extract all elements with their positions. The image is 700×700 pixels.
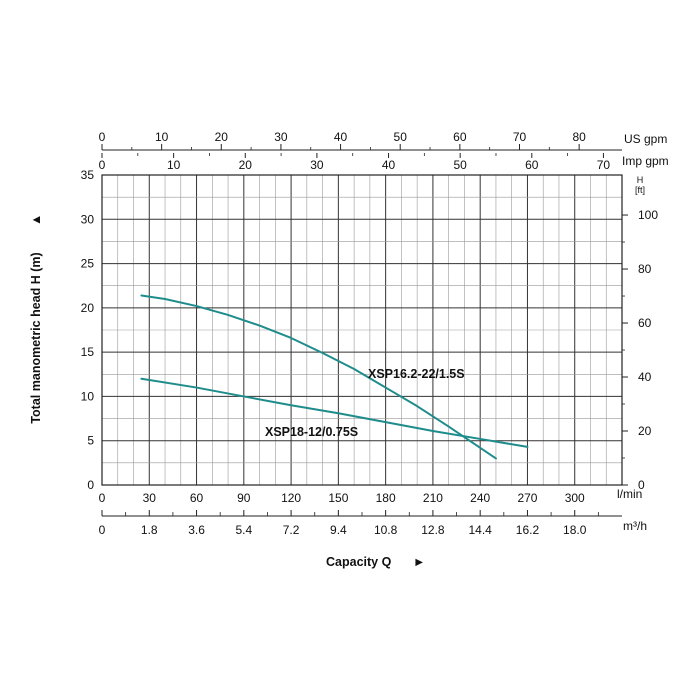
- x-axis-arrow: ►: [413, 555, 425, 569]
- y-axis-arrow: ▲: [29, 214, 43, 226]
- x-tick-label-lmin: 270: [517, 491, 537, 505]
- y-right-tick-label: 80: [638, 262, 652, 276]
- x-tick-label-m3h: 9.4: [330, 523, 347, 537]
- y-tick-label: 0: [87, 478, 94, 492]
- series-line-1: [140, 377, 529, 448]
- x-tick-label-m3h: 18.0: [563, 523, 587, 537]
- x-tick-label-impgpm: 60: [525, 158, 539, 172]
- chart-series: [140, 294, 529, 460]
- y-right-tick-label: 40: [638, 370, 652, 384]
- y-tick-label: 25: [81, 257, 95, 271]
- y-tick-label: 20: [81, 301, 95, 315]
- x-tick-label-lmin: 120: [281, 491, 301, 505]
- y-tick-label: 15: [81, 345, 95, 359]
- x-axis-title: Capacity Q: [326, 555, 392, 569]
- x-tick-label-m3h: 16.2: [516, 523, 540, 537]
- x-tick-label-usgpm: 10: [155, 130, 169, 144]
- x-tick-label-lmin: 300: [565, 491, 585, 505]
- x-tick-label-lmin: 240: [470, 491, 490, 505]
- y-right-unit-ft: [ft]: [635, 185, 645, 195]
- y-right-tick-label: 60: [638, 316, 652, 330]
- x-tick-label-usgpm: 70: [513, 130, 527, 144]
- x-tick-label-usgpm: 60: [453, 130, 467, 144]
- x-tick-label-lmin: 30: [143, 491, 157, 505]
- x-tick-label-impgpm: 10: [167, 158, 181, 172]
- plot-frame: [101, 174, 623, 486]
- x-tick-label-m3h: 14.4: [469, 523, 493, 537]
- x-tick-label-impgpm: 40: [382, 158, 396, 172]
- y-right-tick-label: 100: [638, 208, 658, 222]
- x-unit-usgpm: US gpm: [624, 132, 667, 146]
- x-tick-label-lmin: 90: [237, 491, 251, 505]
- x-tick-label-m3h: 1.8: [141, 523, 158, 537]
- x-tick-label-impgpm: 70: [597, 158, 611, 172]
- series-line-0: [140, 294, 497, 460]
- x-unit-lmin: l/min: [617, 487, 642, 501]
- x-tick-label-impgpm: 0: [99, 158, 106, 172]
- x-tick-label-m3h: 12.8: [421, 523, 445, 537]
- y-right-tick-label: 20: [638, 424, 652, 438]
- x-tick-label-lmin: 60: [190, 491, 204, 505]
- x-tick-label-m3h: 7.2: [283, 523, 300, 537]
- x-tick-label-m3h: 10.8: [374, 523, 398, 537]
- x-tick-label-lmin: 150: [328, 491, 348, 505]
- y-tick-label: 5: [87, 434, 94, 448]
- x-tick-label-impgpm: 30: [310, 158, 324, 172]
- series-label-xsp16: XSP16.2-22/1.5S: [368, 367, 465, 381]
- x-tick-label-usgpm: 50: [394, 130, 408, 144]
- x-tick-label-impgpm: 50: [453, 158, 467, 172]
- y-tick-label: 35: [81, 168, 95, 182]
- series-label-xsp18: XSP18-12/0.75S: [265, 425, 358, 439]
- x-tick-label-m3h: 0: [99, 523, 106, 537]
- x-tick-label-lmin: 210: [423, 491, 443, 505]
- x-unit-impgpm: Imp gpm: [622, 154, 669, 168]
- x-tick-label-usgpm: 80: [572, 130, 586, 144]
- x-tick-label-usgpm: 30: [274, 130, 288, 144]
- chart-grid: [101, 174, 623, 486]
- y-axis-title-text: Total manometric head H (m): [29, 252, 43, 423]
- x-tick-label-impgpm: 20: [239, 158, 253, 172]
- chart-axes: [101, 149, 623, 517]
- y-right-tick-label: 0: [638, 478, 645, 492]
- x-tick-label-lmin: 0: [99, 491, 106, 505]
- y-right-unit-h: H: [637, 175, 644, 185]
- x-tick-label-usgpm: 40: [334, 130, 348, 144]
- x-unit-m3h: m³/h: [623, 519, 647, 533]
- x-tick-label-m3h: 5.4: [235, 523, 252, 537]
- y-tick-label: 10: [81, 389, 95, 403]
- x-tick-label-usgpm: 0: [99, 130, 106, 144]
- y-tick-label: 30: [81, 212, 95, 226]
- x-tick-label-lmin: 180: [376, 491, 396, 505]
- y-axis-title: Total manometric head H (m) ▲: [29, 214, 43, 424]
- x-tick-label-m3h: 3.6: [188, 523, 205, 537]
- x-tick-label-usgpm: 20: [215, 130, 229, 144]
